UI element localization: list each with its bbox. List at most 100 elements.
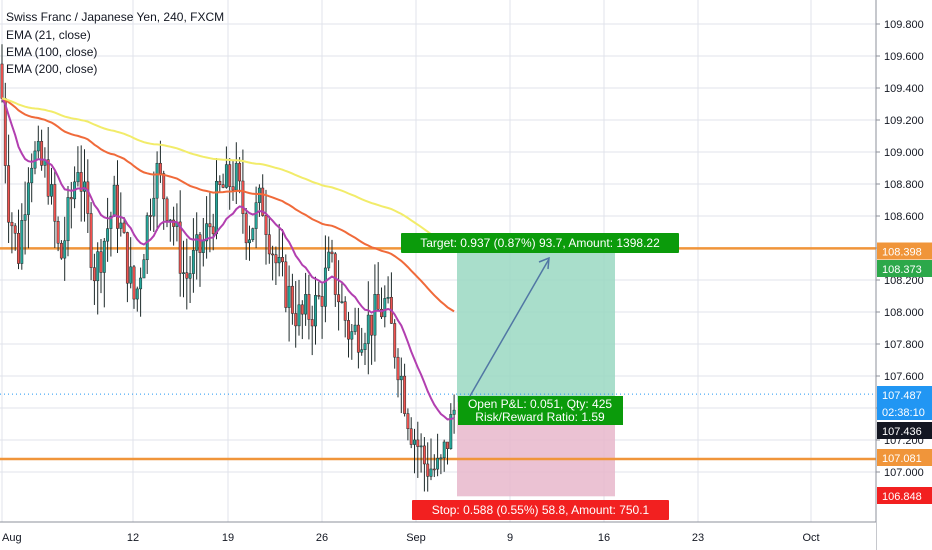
candle-body <box>221 184 225 188</box>
candle-body <box>238 163 242 182</box>
candle-body <box>69 197 73 200</box>
projection-arrow[interactable] <box>469 258 550 397</box>
candle-body <box>23 214 27 221</box>
candle-body <box>452 409 456 415</box>
price-label-level[interactable] <box>877 449 932 466</box>
long-position-tool[interactable]: Target: 0.937 (0.87%) 93.7, Amount: 1398… <box>401 233 679 520</box>
candle-body <box>119 222 123 229</box>
candle-body <box>50 184 53 197</box>
candle-body <box>274 254 278 264</box>
pnl-box[interactable] <box>458 396 623 425</box>
candle-body <box>294 313 298 327</box>
candle-body <box>17 233 20 264</box>
price-label-current[interactable] <box>877 386 932 403</box>
price-label-text: 107.436 <box>882 426 922 438</box>
candle-body <box>399 375 403 381</box>
price-label-stop[interactable] <box>877 487 932 504</box>
candle-body <box>380 308 383 318</box>
candle-body <box>442 441 446 459</box>
candle-body <box>350 331 354 340</box>
candle-body <box>109 215 113 229</box>
candle-body <box>314 295 317 327</box>
candle-body <box>26 182 30 215</box>
candles <box>0 44 456 492</box>
ema100-line <box>1 97 455 313</box>
candle-body <box>40 141 44 166</box>
candle-body <box>102 240 106 273</box>
ema200-legend[interactable]: EMA (200, close) <box>6 62 98 76</box>
candle-body <box>383 298 387 318</box>
price-label-text: 106.848 <box>882 491 922 503</box>
candle-body <box>46 159 50 197</box>
candle-body <box>165 198 169 221</box>
time-tick-label: 9 <box>507 532 513 544</box>
candle-body <box>264 215 268 235</box>
price-tick-label: 109.400 <box>884 83 924 95</box>
price-label-up[interactable] <box>877 260 932 277</box>
candle-body <box>76 172 80 183</box>
candle-body <box>205 223 209 242</box>
candle-body <box>89 213 93 268</box>
candle-body <box>422 445 426 465</box>
candle-body <box>86 181 90 214</box>
target-label-box[interactable] <box>401 233 679 253</box>
candle-body <box>188 273 192 279</box>
candle-body <box>0 63 4 99</box>
price-axis[interactable]: 107.000107.200107.400107.600107.800108.0… <box>875 0 932 550</box>
candle-body <box>106 228 110 242</box>
candle-body <box>290 285 294 314</box>
price-label-countdown[interactable] <box>877 403 932 420</box>
candle-body <box>347 320 350 340</box>
time-tick-label: 26 <box>316 532 328 544</box>
candle-body <box>66 197 70 242</box>
target-label-text: Target: 0.937 (0.87%) 93.7, Amount: 1398… <box>420 236 660 250</box>
time-axis[interactable]: Aug 12 19 26 Sep 9 16 23 Oct <box>0 521 876 550</box>
candle-body <box>281 257 284 263</box>
price-tick-label: 107.800 <box>884 339 924 351</box>
candle-body <box>261 187 265 216</box>
target-zone[interactable] <box>457 252 615 403</box>
candle-body <box>360 349 364 353</box>
candle-body <box>79 172 83 192</box>
price-label-last[interactable] <box>877 422 932 439</box>
stop-label-text: Stop: 0.588 (0.55%) 58.8, Amount: 750.1 <box>432 503 650 517</box>
candle-body <box>327 251 331 269</box>
candle-body <box>310 319 314 327</box>
price-tick-label: 109.600 <box>884 51 924 63</box>
candle-body <box>406 413 410 430</box>
price-label-level[interactable] <box>877 242 932 260</box>
candle-body <box>393 323 397 358</box>
candle-body <box>340 301 344 303</box>
candle-body <box>449 414 453 449</box>
arrow-head-icon <box>538 256 550 270</box>
price-tick-label: 109.800 <box>884 19 924 31</box>
candle-body <box>96 251 100 282</box>
candle-body <box>317 295 321 297</box>
candle-body <box>244 213 248 244</box>
ema21-legend[interactable]: EMA (21, close) <box>6 28 91 42</box>
candle-body <box>139 277 143 290</box>
stop-label-box[interactable] <box>412 500 669 520</box>
candle-body <box>211 226 215 235</box>
ema100-legend[interactable]: EMA (100, close) <box>6 45 98 59</box>
candle-body <box>366 314 370 344</box>
price-tick-label: 107.600 <box>884 371 924 383</box>
candle-body <box>330 251 334 255</box>
candle-body <box>142 259 146 279</box>
candle-body <box>439 457 443 460</box>
candle-body <box>135 288 139 300</box>
price-label-text: 107.081 <box>882 453 922 465</box>
candle-body <box>20 220 24 264</box>
candle-body <box>201 240 205 253</box>
candle-body <box>172 219 176 227</box>
candle-body <box>63 240 67 259</box>
candle-body <box>13 225 17 234</box>
candle-body <box>370 314 374 336</box>
candle-body <box>125 232 129 284</box>
price-tick-label: 108.000 <box>884 307 924 319</box>
candle-body <box>195 234 199 251</box>
candle-body <box>224 164 228 188</box>
price-tick-label: 107.000 <box>884 467 924 479</box>
